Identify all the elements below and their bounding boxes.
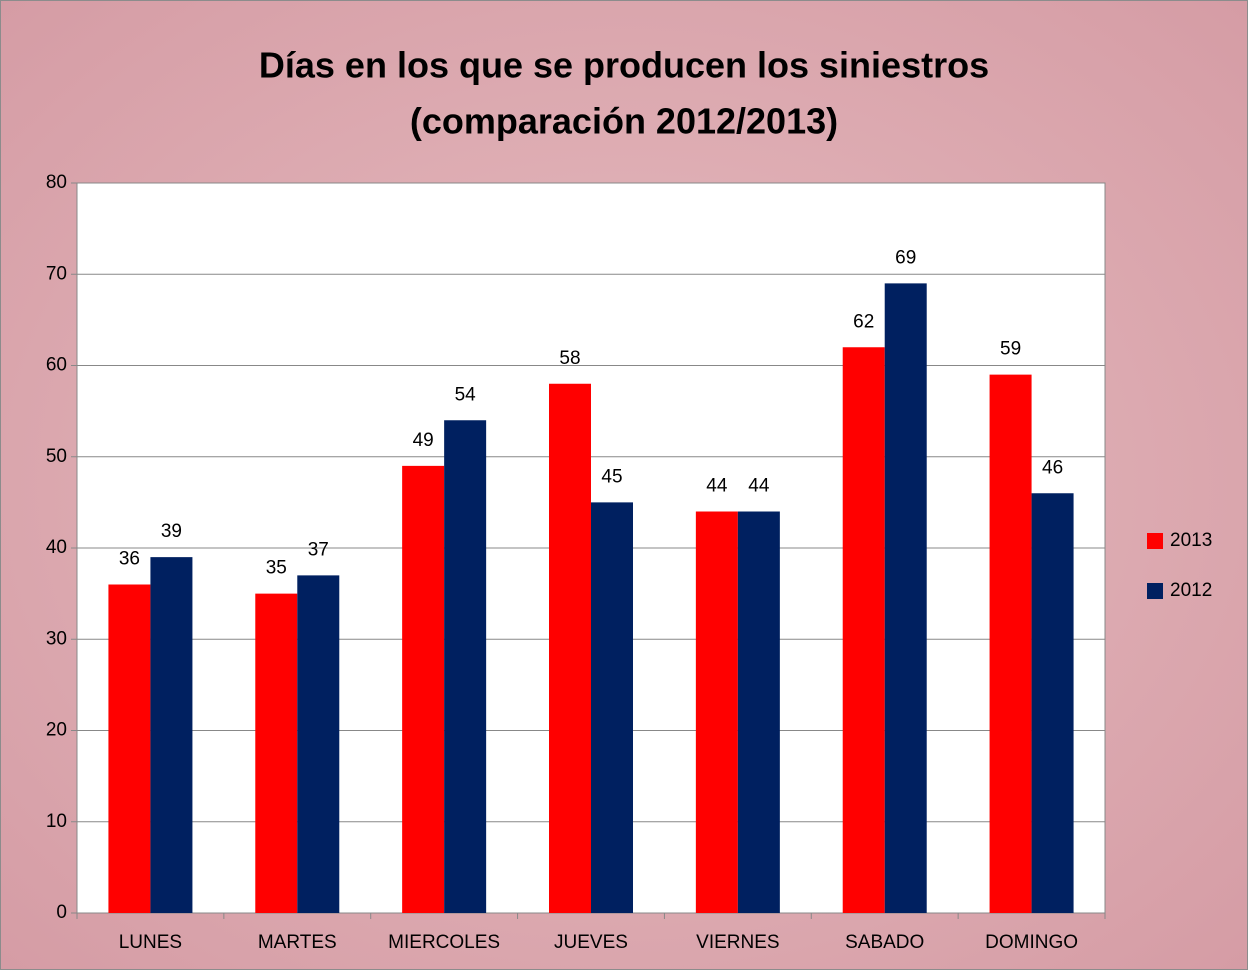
data-label: 46 (1042, 457, 1063, 478)
y-tick-label: 60 (46, 355, 67, 376)
bar (737, 511, 780, 913)
data-label: 45 (601, 466, 622, 487)
y-tick-label: 50 (46, 446, 67, 467)
legend-swatch (1147, 533, 1163, 549)
data-label: 36 (119, 549, 140, 570)
bar (150, 557, 193, 913)
bar (695, 511, 738, 913)
bar (842, 347, 885, 913)
x-tick-label: JUEVES (554, 932, 628, 953)
bar (591, 502, 633, 913)
y-tick-label: 70 (46, 263, 67, 284)
x-tick-label: LUNES (119, 932, 182, 953)
bar (444, 420, 487, 913)
data-label: 49 (413, 430, 434, 451)
legend-label: 2012 (1170, 580, 1212, 601)
data-label: 44 (748, 476, 770, 497)
bar (108, 584, 151, 913)
x-tick-label: DOMINGO (985, 932, 1078, 953)
legend-swatch (1147, 583, 1163, 599)
data-label: 44 (706, 476, 728, 497)
legend-label: 2013 (1170, 530, 1212, 551)
y-tick-label: 40 (46, 537, 67, 558)
bar (1031, 493, 1074, 913)
data-label: 58 (559, 348, 580, 369)
bar (402, 465, 445, 913)
data-label: 62 (853, 311, 874, 332)
y-tick-label: 30 (46, 628, 67, 649)
x-tick-label: SABADO (845, 932, 924, 953)
y-tick-label: 0 (56, 902, 67, 923)
bar (884, 283, 927, 913)
x-tick-label: VIERNES (696, 932, 779, 953)
chart-title: (comparación 2012/2013) (410, 101, 838, 142)
data-label: 59 (1000, 339, 1021, 360)
x-tick-label: MARTES (258, 932, 337, 953)
data-label: 69 (895, 247, 916, 268)
y-tick-label: 20 (46, 720, 67, 741)
bar (549, 383, 591, 913)
chart-title: Días en los que se producen los siniestr… (259, 45, 989, 86)
y-tick-label: 10 (46, 811, 67, 832)
data-label: 37 (308, 539, 329, 560)
bar (989, 374, 1032, 913)
bar (297, 575, 340, 913)
bar (255, 593, 298, 913)
data-label: 39 (161, 521, 182, 542)
y-tick-label: 80 (46, 172, 67, 193)
data-label: 35 (266, 558, 287, 579)
x-tick-label: MIERCOLES (388, 932, 500, 953)
data-label: 54 (455, 384, 477, 405)
